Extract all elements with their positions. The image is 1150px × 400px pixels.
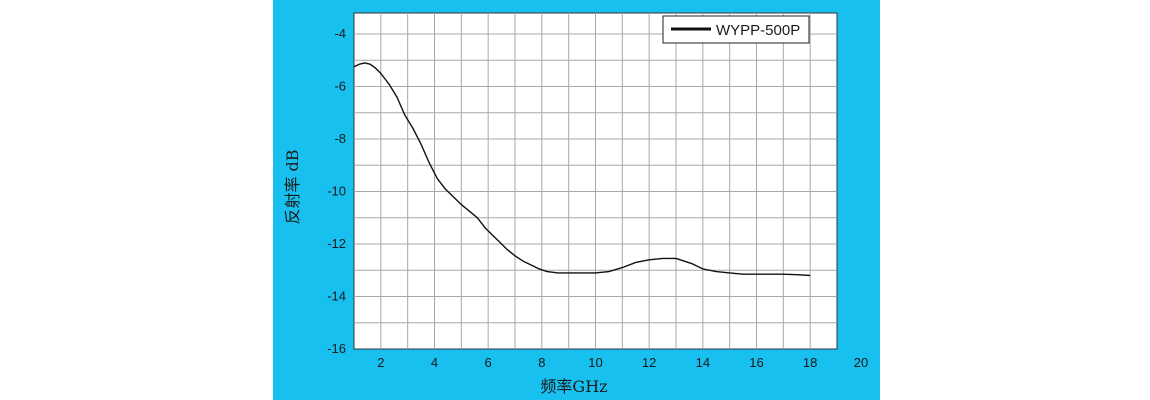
y-tick-label: -6 [334, 79, 346, 94]
grid-lines [354, 13, 837, 349]
x-tick-labels: 2 4 6 8 10 12 14 16 18 20 [377, 355, 868, 370]
x-tick-label: 12 [642, 355, 656, 370]
series-line-wypp-500p [353, 62, 811, 277]
x-tick-label: 4 [431, 355, 438, 370]
x-tick-label: 2 [377, 355, 384, 370]
x-tick-label: 14 [696, 355, 710, 370]
legend: WYPP-500P [662, 15, 810, 44]
y-tick-label: -10 [327, 184, 346, 199]
x-tick-label: 6 [485, 355, 492, 370]
y-tick-label: -4 [334, 26, 346, 41]
x-tick-label: 10 [588, 355, 602, 370]
x-tick-label: 16 [749, 355, 763, 370]
y-tick-label: -12 [327, 236, 346, 251]
x-tick-label: 20 [854, 355, 868, 370]
y-tick-label: -8 [334, 131, 346, 146]
x-tick-label: 8 [538, 355, 545, 370]
y-tick-label: -14 [327, 289, 346, 304]
y-axis-title: 反射率 dB [283, 149, 302, 224]
y-tick-labels: -4 -6 -8 -10 -12 -14 -16 [327, 26, 346, 356]
y-tick-label: -16 [327, 341, 346, 356]
legend-label-wypp-500p: WYPP-500P [716, 22, 800, 39]
series-lines [353, 62, 811, 277]
x-tick-label: 18 [803, 355, 817, 370]
x-axis-title: 频率GHz [540, 377, 607, 396]
